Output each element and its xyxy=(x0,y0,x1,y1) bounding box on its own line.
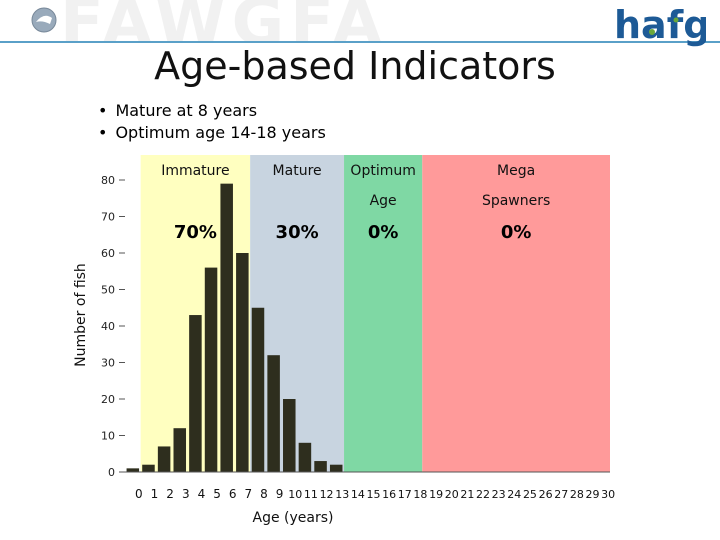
x-tick-label-0: 0 xyxy=(135,487,143,501)
x-tick-label-6: 6 xyxy=(229,487,237,501)
x-tick-label-30: 30 xyxy=(601,488,615,501)
bar-age-2 xyxy=(157,446,171,472)
bar-age-0 xyxy=(126,468,140,472)
x-tick-label-3: 3 xyxy=(182,487,190,501)
bar-age-7 xyxy=(236,253,249,472)
bars-layer xyxy=(126,183,343,472)
emblem-icon xyxy=(31,7,57,33)
x-tick-label-29: 29 xyxy=(586,488,600,501)
x-tick-label-24: 24 xyxy=(507,488,521,501)
x-tick-label-23: 23 xyxy=(492,488,506,501)
y-tick-label-40: 40 xyxy=(101,320,115,333)
zone-percent-immature: 70% xyxy=(174,222,217,243)
x-tick-label-8: 8 xyxy=(260,487,268,501)
bullet-item-optimum: Optimum age 14-18 years xyxy=(98,122,325,144)
zone-mega xyxy=(422,155,610,472)
x-tick-label-11: 11 xyxy=(304,488,318,501)
x-tick-label-10: 10 xyxy=(288,488,302,501)
x-tick-label-12: 12 xyxy=(320,488,334,501)
x-tick-label-20: 20 xyxy=(445,488,459,501)
x-tick-label-14: 14 xyxy=(351,488,365,501)
bar-age-5 xyxy=(204,267,218,472)
y-tick-label-20: 20 xyxy=(101,393,115,406)
hafg-logo: hafg xyxy=(614,3,706,47)
bar-age-12 xyxy=(314,461,327,472)
x-tick-label-27: 27 xyxy=(554,488,568,501)
x-tick-label-25: 25 xyxy=(523,488,537,501)
x-tick-label-2: 2 xyxy=(166,487,174,501)
header-watermark: FAWGFA xyxy=(60,0,389,42)
y-tick-label-50: 50 xyxy=(101,284,115,297)
zone-label-mature-0: Mature xyxy=(273,163,322,179)
zone-label-mega-1: Spawners xyxy=(482,193,550,209)
zone-percent-mega: 0% xyxy=(501,222,532,243)
zone-optimum xyxy=(344,155,423,472)
zone-label-mega-0: Mega xyxy=(497,163,535,179)
x-tick-label-28: 28 xyxy=(570,488,584,501)
y-tick-label-0: 0 xyxy=(108,466,115,479)
bullet-item-maturity: Mature at 8 years xyxy=(98,100,326,122)
x-tick-label-19: 19 xyxy=(429,488,443,501)
x-tick-label-18: 18 xyxy=(413,488,427,501)
bar-age-4 xyxy=(189,315,202,472)
x-tick-label-16: 16 xyxy=(382,488,396,501)
bar-age-6 xyxy=(220,183,233,472)
x-tick-label-21: 21 xyxy=(460,488,474,501)
bullet-list: Mature at 8 years Optimum age 14-18 year… xyxy=(98,100,326,144)
zone-percent-mature: 30% xyxy=(276,222,319,243)
x-tick-label-1: 1 xyxy=(151,487,159,501)
y-tick-label-30: 30 xyxy=(101,357,115,370)
header-rule xyxy=(0,41,720,43)
x-tick-label-5: 5 xyxy=(213,487,221,501)
bar-age-11 xyxy=(298,442,312,472)
x-tick-label-17: 17 xyxy=(398,488,412,501)
hafg-logo-text: hafg xyxy=(614,3,706,47)
bar-age-1 xyxy=(142,464,155,472)
x-tick-label-4: 4 xyxy=(198,487,206,501)
x-tick-label-7: 7 xyxy=(245,487,253,501)
zones-layer xyxy=(140,155,610,472)
bar-age-8 xyxy=(251,307,265,472)
y-tick-label-10: 10 xyxy=(101,430,115,443)
x-tick-label-22: 22 xyxy=(476,488,490,501)
bar-age-10 xyxy=(283,399,296,472)
x-axis-title: Age (years) xyxy=(253,510,334,526)
zone-label-immature-0: Immature xyxy=(161,163,229,179)
y-tick-label-70: 70 xyxy=(101,211,115,224)
y-axis-title: Number of fish xyxy=(73,263,89,367)
bar-age-3 xyxy=(173,428,187,472)
labels-layer: Immature 70% Mature 30% Optimum Age 0% Mega Spaw… xyxy=(161,163,550,243)
page-title: Age-based Indicators xyxy=(154,44,556,88)
x-tick-label-13: 13 xyxy=(335,488,349,501)
x-tick-label-15: 15 xyxy=(367,488,381,501)
header-band: FAWGFA xyxy=(0,0,720,42)
zone-percent-optimum: 0% xyxy=(368,222,399,243)
bar-age-9 xyxy=(267,355,280,472)
zone-label-optimum-1: Age xyxy=(370,193,397,209)
zone-mature xyxy=(250,155,345,472)
x-tick-label-9: 9 xyxy=(276,487,284,501)
y-tick-label-60: 60 xyxy=(101,247,115,260)
y-tick-label-80: 80 xyxy=(101,174,115,187)
zone-label-optimum-0: Optimum xyxy=(350,163,415,179)
bar-age-13 xyxy=(329,464,343,472)
x-tick-label-26: 26 xyxy=(539,488,553,501)
